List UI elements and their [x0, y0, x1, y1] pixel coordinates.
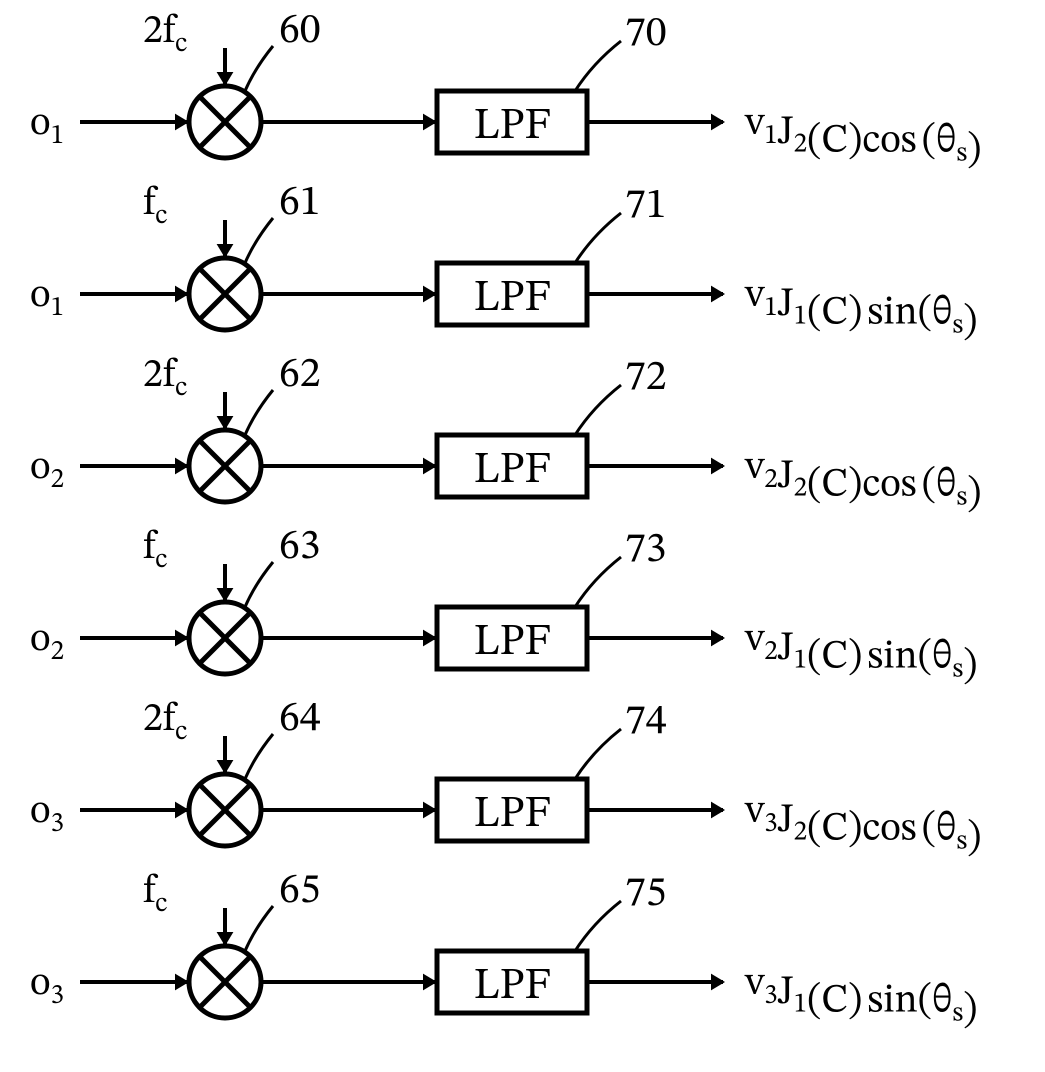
lpf-label: LPF [474, 277, 551, 321]
input-label: o2 [30, 448, 64, 494]
modulator-label: fc [143, 528, 167, 574]
lpf-ref: 74 [625, 701, 667, 743]
input-label: o1 [30, 104, 64, 150]
input-label: o1 [30, 276, 64, 322]
row-5: o3 fc 65 LPF 75 v3J1(C) sin(θs) [30, 870, 978, 1030]
lpf-label: LPF [474, 965, 551, 1009]
lpf-ref: 70 [625, 13, 667, 55]
mixer-ref: 64 [279, 698, 321, 740]
modulator-label: fc [143, 872, 167, 918]
row-4: o3 2fc 64 LPF 74 v3J2(C)cos (θs) [30, 698, 981, 858]
mixer-ref: 61 [279, 182, 321, 224]
lpf-ref: 75 [625, 873, 667, 915]
lpf-ref: 73 [625, 529, 667, 571]
input-label: o3 [30, 792, 64, 838]
modulator-label: fc [143, 184, 167, 230]
row-0: o1 2fc 60 LPF 70 v1J2(C)cos (θs) [30, 10, 981, 170]
lpf-label: LPF [474, 793, 551, 837]
modulator-label: 2fc [143, 700, 187, 746]
output-expr: v1J1(C) sin(θs) [744, 276, 978, 342]
row-1: o1 fc 61 LPF 71 v1J1(C) sin(θs) [30, 182, 978, 342]
lpf-label: LPF [474, 449, 551, 493]
input-label: o2 [30, 620, 64, 666]
modulator-label: 2fc [143, 356, 187, 402]
output-expr: v2J1(C) sin(θs) [744, 620, 978, 686]
row-2: o2 2fc 62 LPF 72 v2J2(C)cos (θs) [30, 354, 981, 514]
lpf-label: LPF [474, 621, 551, 665]
mixer-ref: 65 [279, 870, 321, 912]
signal-demod-diagram: o1 2fc 60 LPF 70 v1J2(C)cos (θs) o1 fc 61 LPF 71 v1… [0, 0, 1045, 1072]
lpf-ref: 71 [625, 185, 667, 227]
output-expr: v2J2(C)cos (θs) [744, 448, 981, 514]
row-3: o2 fc 63 LPF 73 v2J1(C) sin(θs) [30, 526, 978, 686]
output-expr: v3J2(C)cos (θs) [744, 792, 981, 858]
lpf-ref: 72 [625, 357, 667, 399]
modulator-label: 2fc [143, 12, 187, 58]
mixer-ref: 60 [279, 10, 321, 52]
mixer-ref: 63 [279, 526, 321, 568]
mixer-ref: 62 [279, 354, 321, 396]
input-label: o3 [30, 964, 64, 1010]
lpf-label: LPF [474, 105, 551, 149]
output-expr: v1J2(C)cos (θs) [744, 104, 981, 170]
output-expr: v3J1(C) sin(θs) [744, 964, 978, 1030]
